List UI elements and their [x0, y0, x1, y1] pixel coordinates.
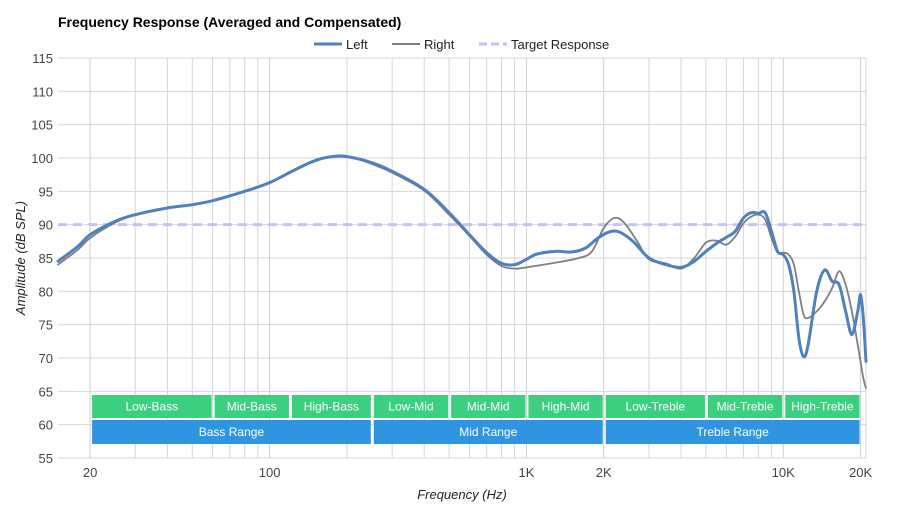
legend-label-right: Right — [424, 37, 455, 52]
band-mid-range — [373, 420, 603, 444]
band-label-mid-treble: Mid-Treble — [717, 400, 774, 414]
frequency-bands: Low-Bass Mid-Bass High-Bass Low-Mid Mid-Mid H… — [92, 395, 860, 444]
legend: Left Right Target Response — [314, 37, 609, 52]
y-tick-label-110: 110 — [32, 84, 53, 99]
band-label-high-mid: High-Mid — [542, 400, 590, 414]
band-label-low-bass: Low-Bass — [126, 400, 179, 414]
x-tick-labels: 20 100 1K 2K 10K 20K — [83, 465, 873, 480]
band-label-high-bass: High-Bass — [304, 400, 359, 414]
legend-label-left: Left — [346, 37, 368, 52]
band-mid-bass — [214, 395, 289, 418]
band-label-high-treble: High-Treble — [791, 400, 854, 414]
y-tick-labels: 55 60 65 70 75 80 85 90 95 100 105 110 115 — [31, 51, 53, 466]
y-tick-label-100: 100 — [31, 151, 53, 166]
x-tick-label-2K: 2K — [596, 465, 612, 480]
series-line-right — [57, 154, 867, 389]
y-tick-label-105: 105 — [31, 118, 53, 133]
band-high-bass — [291, 395, 371, 418]
legend-item-target[interactable]: Target Response — [479, 37, 609, 52]
x-tick-label-100: 100 — [259, 465, 281, 480]
y-tick-label-95: 95 — [39, 184, 53, 199]
y-axis-label: Amplitude (dB SPL) — [13, 201, 28, 316]
y-tick-label-65: 65 — [39, 384, 53, 399]
grid — [58, 57, 867, 459]
x-tick-label-1K: 1K — [518, 465, 534, 480]
band-treble-range — [605, 420, 860, 444]
band-high-treble — [785, 395, 860, 418]
band-low-bass — [92, 395, 212, 418]
band-label-low-mid: Low-Mid — [388, 400, 433, 414]
band-label-bass-range: Bass Range — [199, 425, 265, 439]
y-tick-label-55: 55 — [39, 451, 53, 466]
y-tick-label-80: 80 — [39, 284, 53, 299]
y-tick-label-70: 70 — [39, 351, 53, 366]
y-tick-label-60: 60 — [39, 418, 53, 433]
band-mid-mid — [451, 395, 526, 418]
legend-label-target: Target Response — [511, 37, 609, 52]
y-tick-label-75: 75 — [39, 318, 53, 333]
y-tick-label-85: 85 — [39, 251, 53, 266]
band-label-mid-bass: Mid-Bass — [227, 400, 277, 414]
band-low-mid — [373, 395, 449, 418]
x-axis-label: Frequency (Hz) — [417, 487, 507, 502]
x-tick-label-20: 20 — [83, 465, 97, 480]
legend-item-left[interactable]: Left — [314, 37, 368, 52]
band-high-mid — [528, 395, 603, 418]
chart-title: Frequency Response (Averaged and Compens… — [58, 14, 401, 30]
y-tick-label-90: 90 — [39, 218, 53, 233]
x-tick-label-20K: 20K — [849, 465, 872, 480]
series-line-left — [56, 154, 868, 363]
band-label-treble-range: Treble Range — [697, 425, 770, 439]
band-low-treble — [605, 395, 705, 418]
band-label-mid-range: Mid Range — [459, 425, 517, 439]
series-lines — [56, 154, 868, 389]
legend-item-right[interactable]: Right — [392, 37, 455, 52]
y-tick-label-115: 115 — [32, 51, 53, 66]
band-bass-range — [92, 420, 371, 444]
x-tick-label-10K: 10K — [772, 465, 795, 480]
band-label-low-treble: Low-Treble — [626, 400, 686, 414]
band-mid-treble — [707, 395, 783, 418]
band-label-mid-mid: Mid-Mid — [467, 400, 510, 414]
